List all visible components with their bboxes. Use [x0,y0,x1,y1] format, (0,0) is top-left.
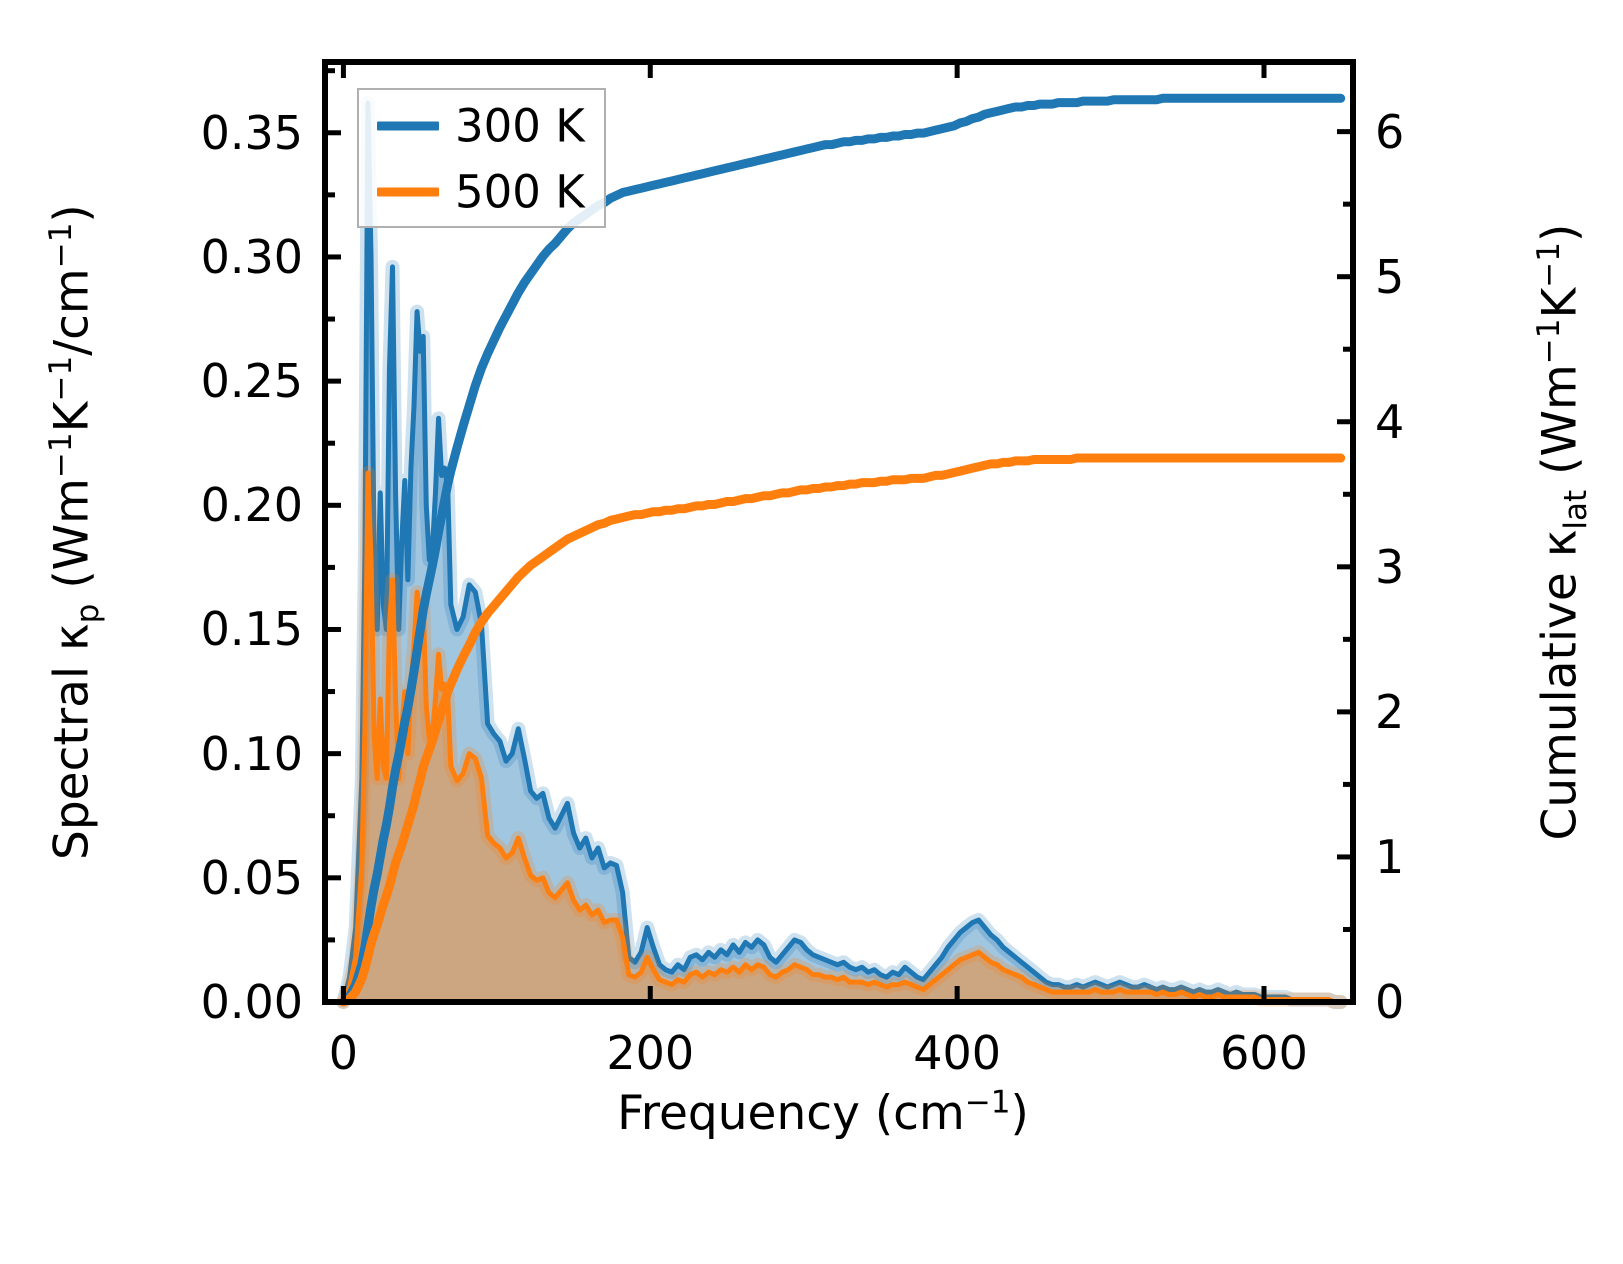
y-axis-label-left-mid: K [44,401,100,433]
ytick-label-left-2: 0.10 [200,726,303,781]
axes-frame [322,59,1356,1005]
y-axis-label-left-sub: p [69,603,106,624]
ytick-label-left-4: 0.20 [200,478,303,533]
xtick-label-3: 600 [1220,1026,1308,1080]
legend-swatch-500k [377,187,439,197]
ytick-label-right-3: 3 [1375,539,1405,594]
x-axis-label-close: ) [1010,1086,1029,1141]
legend-label-500k: 500 K [455,165,585,219]
y-axis-label-right-mid: K [1532,287,1588,319]
ytick-label-left-5: 0.25 [200,354,303,409]
y-axis-label-right-sup1: −1 [1530,318,1567,365]
spectral-area-300k [343,102,1341,1003]
ytick-label-right-0: 0 [1375,975,1405,1029]
legend-label-300k: 300 K [455,99,585,153]
y-axis-label-right: Cumulative κlat (Wm−1K−1) [1531,224,1594,841]
y-axis-label-right-close: ) [1532,223,1588,242]
ytick-label-left-3: 0.15 [200,602,303,657]
y-axis-label-left-unit: (Wm [44,478,100,604]
x-axis-label-sup: −1 [964,1084,1011,1121]
legend-entry-500k[interactable]: 500 K [359,162,604,222]
y-axis-label-left-sup1: −1 [42,432,79,479]
spectral-outline-500k [340,470,1344,1005]
y-axis-label-left-sup3: −1 [42,222,79,269]
ytick-label-left-6: 0.30 [200,229,303,284]
y-axis-label-left-sup2: −1 [42,355,79,402]
x-axis-label: Frequency (cm−1) [617,1087,1029,1137]
y-axis-label-right-unit: (Wm [1532,364,1588,490]
y-axis-label-right-sup2: −1 [1530,241,1567,288]
y-axis-label-right-sub: lat [1557,489,1594,530]
spectral-outline-300k [340,100,1344,1005]
ytick-label-right-5: 5 [1375,249,1405,304]
legend[interactable]: 300 K 500 K [357,88,606,228]
xtick-label-0: 0 [328,1026,359,1080]
xtick-label-2: 400 [913,1026,1002,1080]
ytick-label-left-0: 0.00 [200,975,303,1029]
spectral-area-500k [343,473,1341,1002]
ytick-label-right-2: 2 [1375,684,1405,739]
y-axis-label-left-close: ) [44,204,100,223]
ytick-label-right-4: 4 [1375,394,1405,449]
legend-swatch-300k [377,121,439,131]
ytick-label-right-1: 1 [1375,829,1405,884]
legend-entry-300k[interactable]: 300 K [359,96,604,156]
y-axis-label-left-text: Spectral κ [44,623,100,860]
cumulative-line-300k [338,93,1346,1007]
cumulative-line-500k [338,453,1346,1007]
y-axis-label-left: Spectral κp (Wm−1K−1/cm−1) [43,204,106,860]
ytick-label-left-1: 0.05 [200,850,303,905]
y-axis-label-left-tail: /cm [44,268,100,356]
ytick-label-left-7: 0.35 [200,105,303,160]
xtick-label-1: 200 [606,1026,695,1080]
ytick-label-right-6: 6 [1375,104,1405,159]
x-axis-label-text: Frequency (cm [617,1086,965,1141]
y-axis-label-right-text: Cumulative κ [1532,529,1588,841]
